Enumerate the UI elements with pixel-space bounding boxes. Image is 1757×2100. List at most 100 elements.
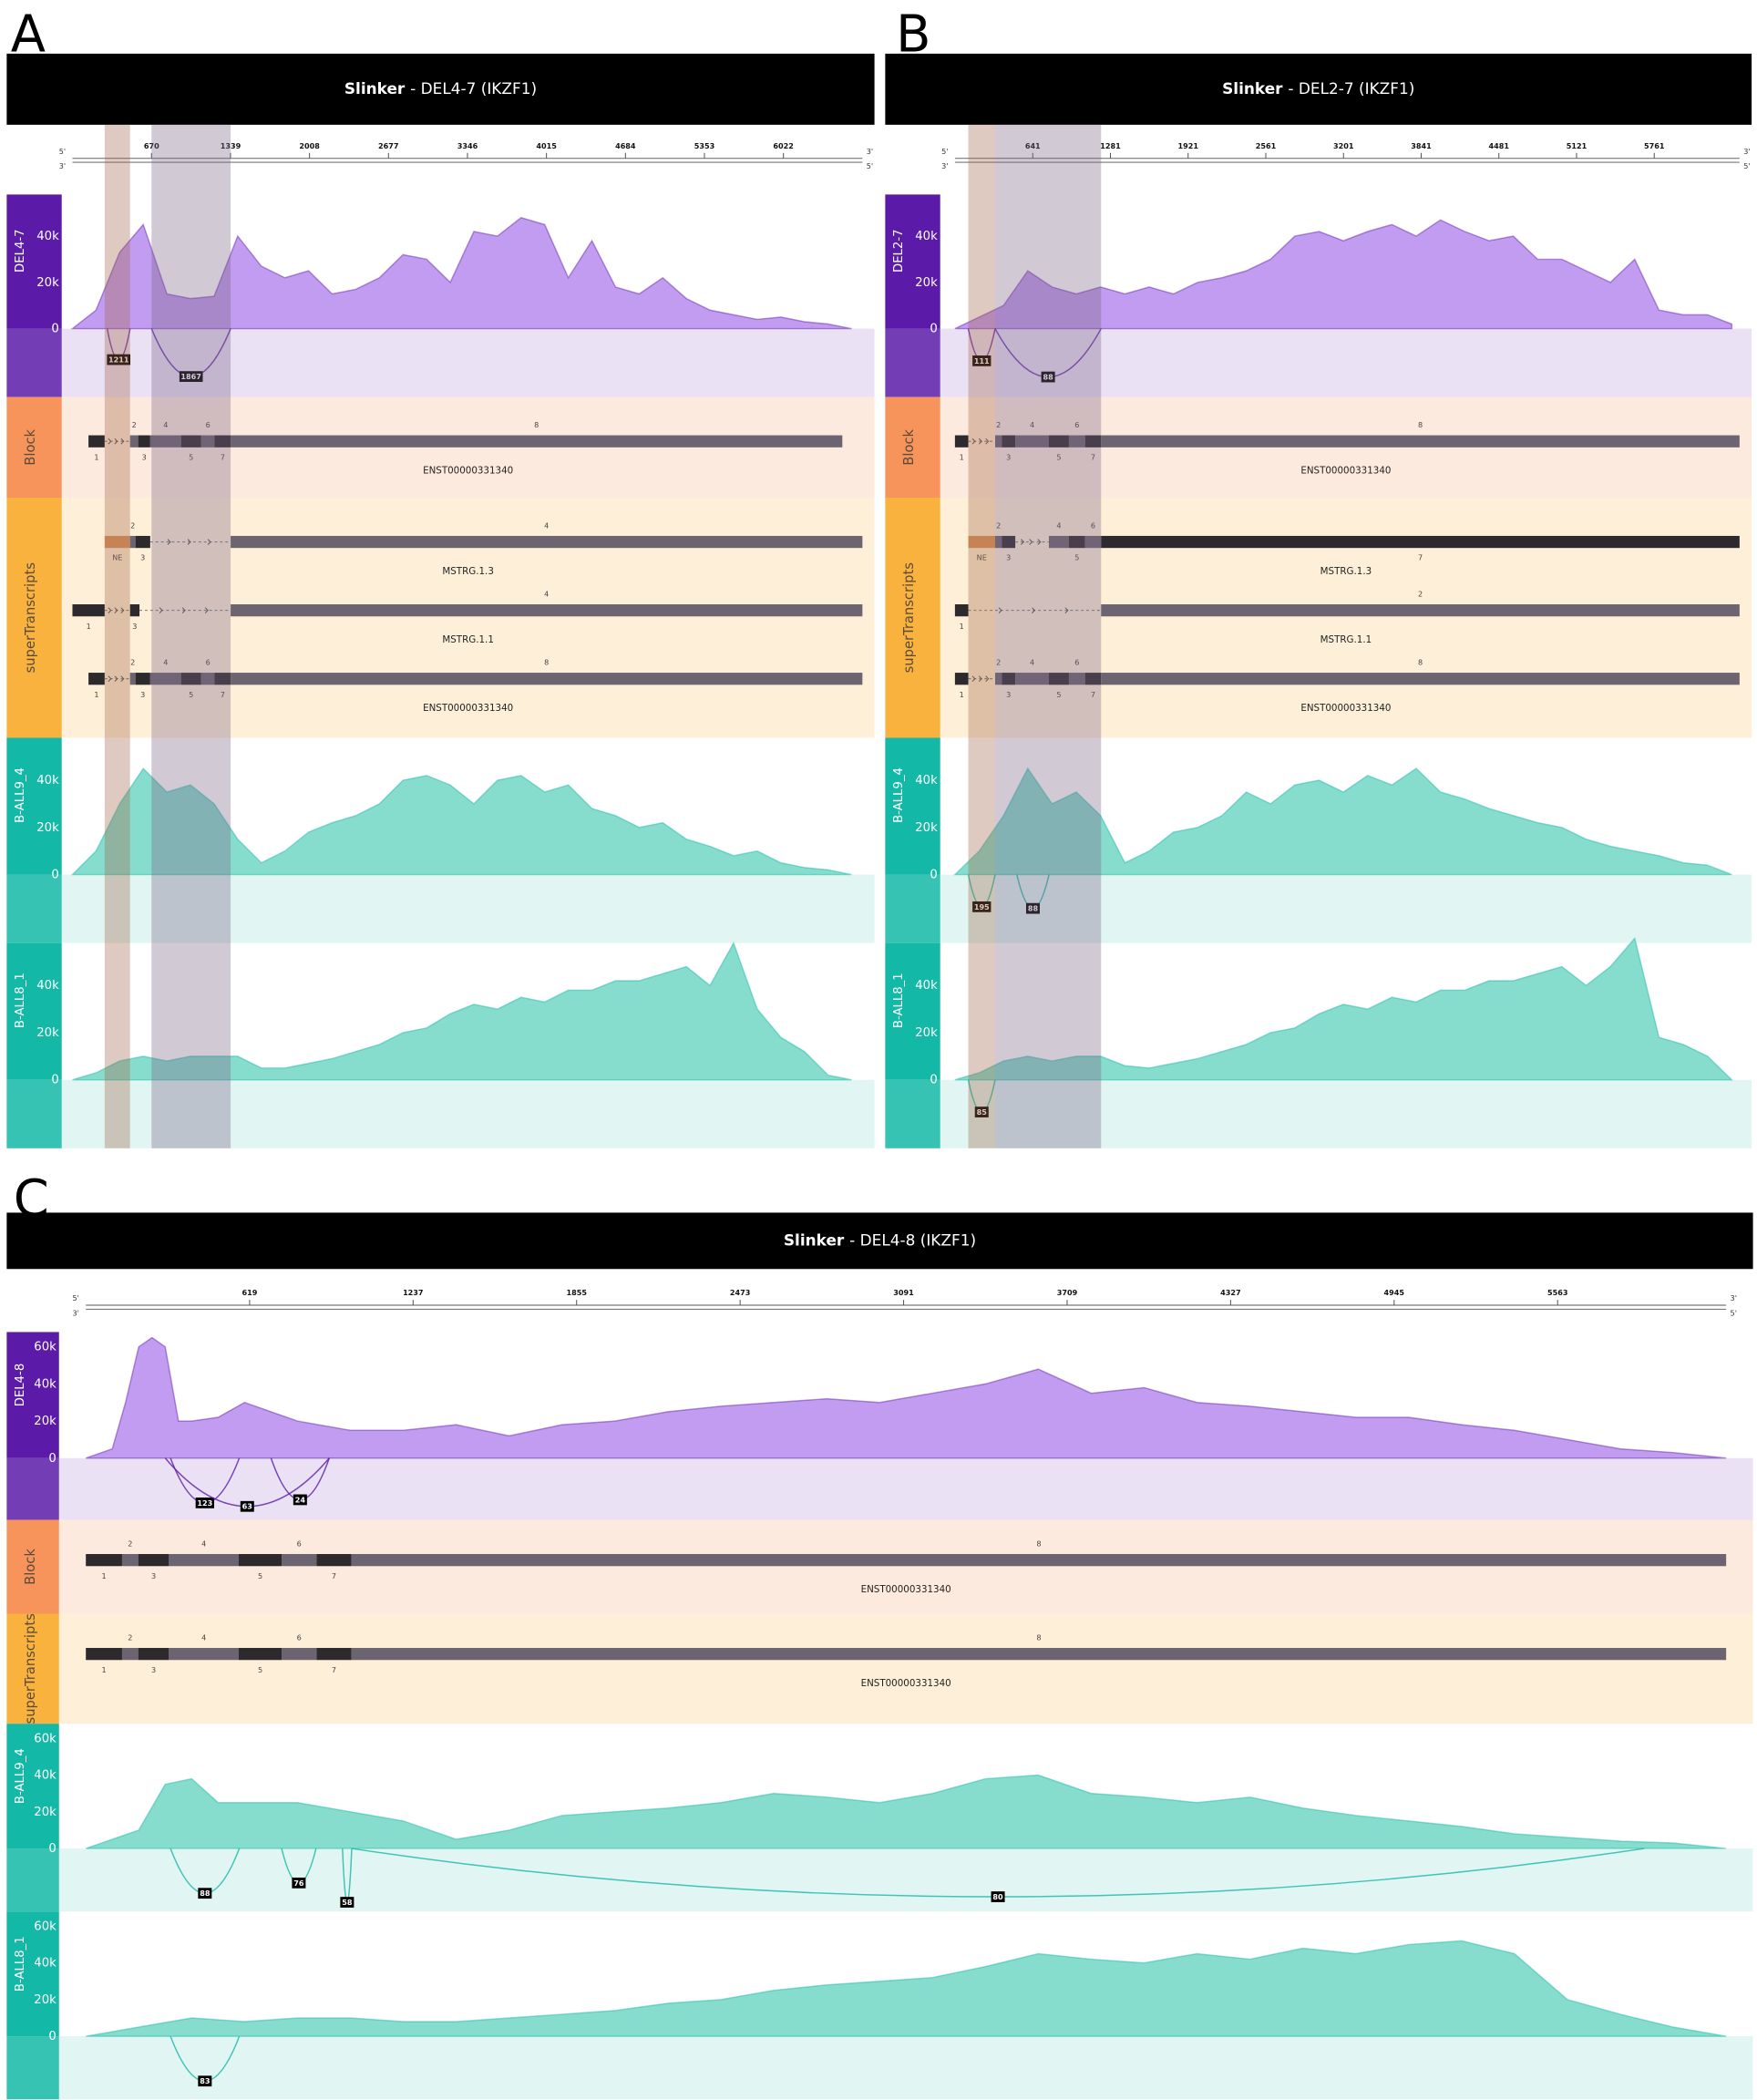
intron-arrow xyxy=(181,607,186,613)
exon xyxy=(1068,535,1085,549)
junction-label: 80 xyxy=(992,1892,1003,1901)
track-label-column xyxy=(885,194,940,329)
exon-label: 6 xyxy=(1091,520,1095,530)
track-background xyxy=(58,1613,1753,1724)
exon-label: 1 xyxy=(960,690,964,699)
intron-arrow xyxy=(114,607,118,613)
exon-label: NE xyxy=(977,553,987,562)
junction-label-box xyxy=(1041,371,1055,383)
exon xyxy=(238,1648,283,1661)
ruler-tick-label: 6022 xyxy=(773,141,793,150)
y-tick-label: 20k xyxy=(34,1806,57,1819)
track-name: Block xyxy=(23,428,38,465)
coverage-area xyxy=(85,1336,1727,1459)
y-tick-label: 20k xyxy=(915,276,938,290)
exon xyxy=(1068,673,1085,685)
ruler-tick-label: 3841 xyxy=(1411,141,1432,150)
exon xyxy=(1048,435,1069,448)
y-tick-label: 20k xyxy=(36,276,59,290)
transcript-name: MSTRG.1.3 xyxy=(1320,566,1372,577)
exon xyxy=(1084,673,1102,685)
exon-label: 5 xyxy=(189,690,193,699)
y-tick-label: 40k xyxy=(915,979,938,993)
ruler-tick-label: 1237 xyxy=(403,1288,423,1297)
ruler-end: 5' xyxy=(1743,161,1750,170)
exon xyxy=(994,435,1002,448)
exon-label: 2 xyxy=(132,420,137,429)
exon-label: 8 xyxy=(534,420,539,429)
junction-label: 111 xyxy=(974,356,990,365)
exon-label: 3 xyxy=(132,622,137,631)
track-name: B-ALL9_4 xyxy=(14,1748,27,1804)
junction-background xyxy=(940,1079,1752,1148)
junction-background xyxy=(61,328,875,397)
ruler-end: 3' xyxy=(867,147,873,156)
transcript-name: ENST00000331340 xyxy=(1300,703,1391,714)
junction-label-box xyxy=(972,901,992,912)
ruler-tick-label: 2473 xyxy=(730,1288,750,1297)
junction-label-box xyxy=(195,1498,214,1508)
junction-background xyxy=(61,1079,875,1148)
y-tick-label: 20k xyxy=(34,1993,57,2007)
exon-label: 6 xyxy=(1074,420,1079,429)
junction-label-column xyxy=(6,328,62,397)
y-tick-label: 0 xyxy=(48,1842,56,1856)
ruler-tick-label: 4481 xyxy=(1488,141,1509,150)
track-name: B-ALL8_1 xyxy=(14,973,27,1028)
ruler-end: 3' xyxy=(1743,147,1750,156)
exon xyxy=(180,435,201,448)
exon-label: 1 xyxy=(102,1571,107,1580)
y-tick-label: 40k xyxy=(915,774,938,788)
exon-label: 6 xyxy=(297,1632,302,1642)
exon xyxy=(968,535,995,549)
exon-label: 1 xyxy=(960,622,964,631)
y-tick-label: 20k xyxy=(34,1415,57,1428)
exon-label: NE xyxy=(112,553,122,562)
junction-label-column xyxy=(885,874,940,943)
intron-arrow xyxy=(207,539,211,545)
exon xyxy=(180,673,201,685)
exon xyxy=(954,604,969,617)
junction-label: 195 xyxy=(974,902,990,911)
ruler-end: 5' xyxy=(72,1293,78,1302)
coverage-area xyxy=(70,767,852,876)
exon-label: 1 xyxy=(94,452,98,461)
intron-arrow xyxy=(985,438,990,445)
exon xyxy=(104,535,130,549)
exon xyxy=(129,673,136,685)
exon xyxy=(200,673,215,685)
ruler-tick-label: 2561 xyxy=(1256,141,1277,150)
exon-label: 3 xyxy=(140,553,145,562)
ruler-end: 3' xyxy=(59,161,66,170)
ruler-tick-label: 3201 xyxy=(1333,141,1354,150)
exon xyxy=(138,1648,170,1661)
junction-label-column xyxy=(6,1457,59,1520)
exon xyxy=(129,435,139,448)
intron-arrow xyxy=(985,675,990,683)
exon xyxy=(86,1648,122,1661)
exon-label: 4 xyxy=(1030,658,1034,667)
exon xyxy=(135,673,150,685)
exon-label: 8 xyxy=(1418,658,1423,667)
intron-arrow xyxy=(159,607,163,613)
panel-title: Slinker - DEL2-7 (IKZF1) xyxy=(1222,79,1414,98)
exon xyxy=(316,1648,352,1661)
ruler-tick-label: 4684 xyxy=(615,141,636,150)
intron-arrow xyxy=(167,539,171,545)
exon xyxy=(200,435,215,448)
y-tick-label: 20k xyxy=(915,1026,938,1040)
exon xyxy=(994,673,1002,685)
title-bar xyxy=(6,53,875,125)
exon xyxy=(149,435,181,448)
track-label-column xyxy=(6,1613,59,1724)
exon xyxy=(135,535,150,549)
exon xyxy=(238,1554,283,1567)
title-bar xyxy=(885,53,1752,125)
exon xyxy=(1048,535,1069,549)
junction-background xyxy=(61,874,875,943)
exon-label: 5 xyxy=(258,1665,262,1674)
exon-label: 7 xyxy=(332,1665,336,1674)
junction-label: 1867 xyxy=(180,372,200,381)
junction-label: 123 xyxy=(197,1498,212,1508)
